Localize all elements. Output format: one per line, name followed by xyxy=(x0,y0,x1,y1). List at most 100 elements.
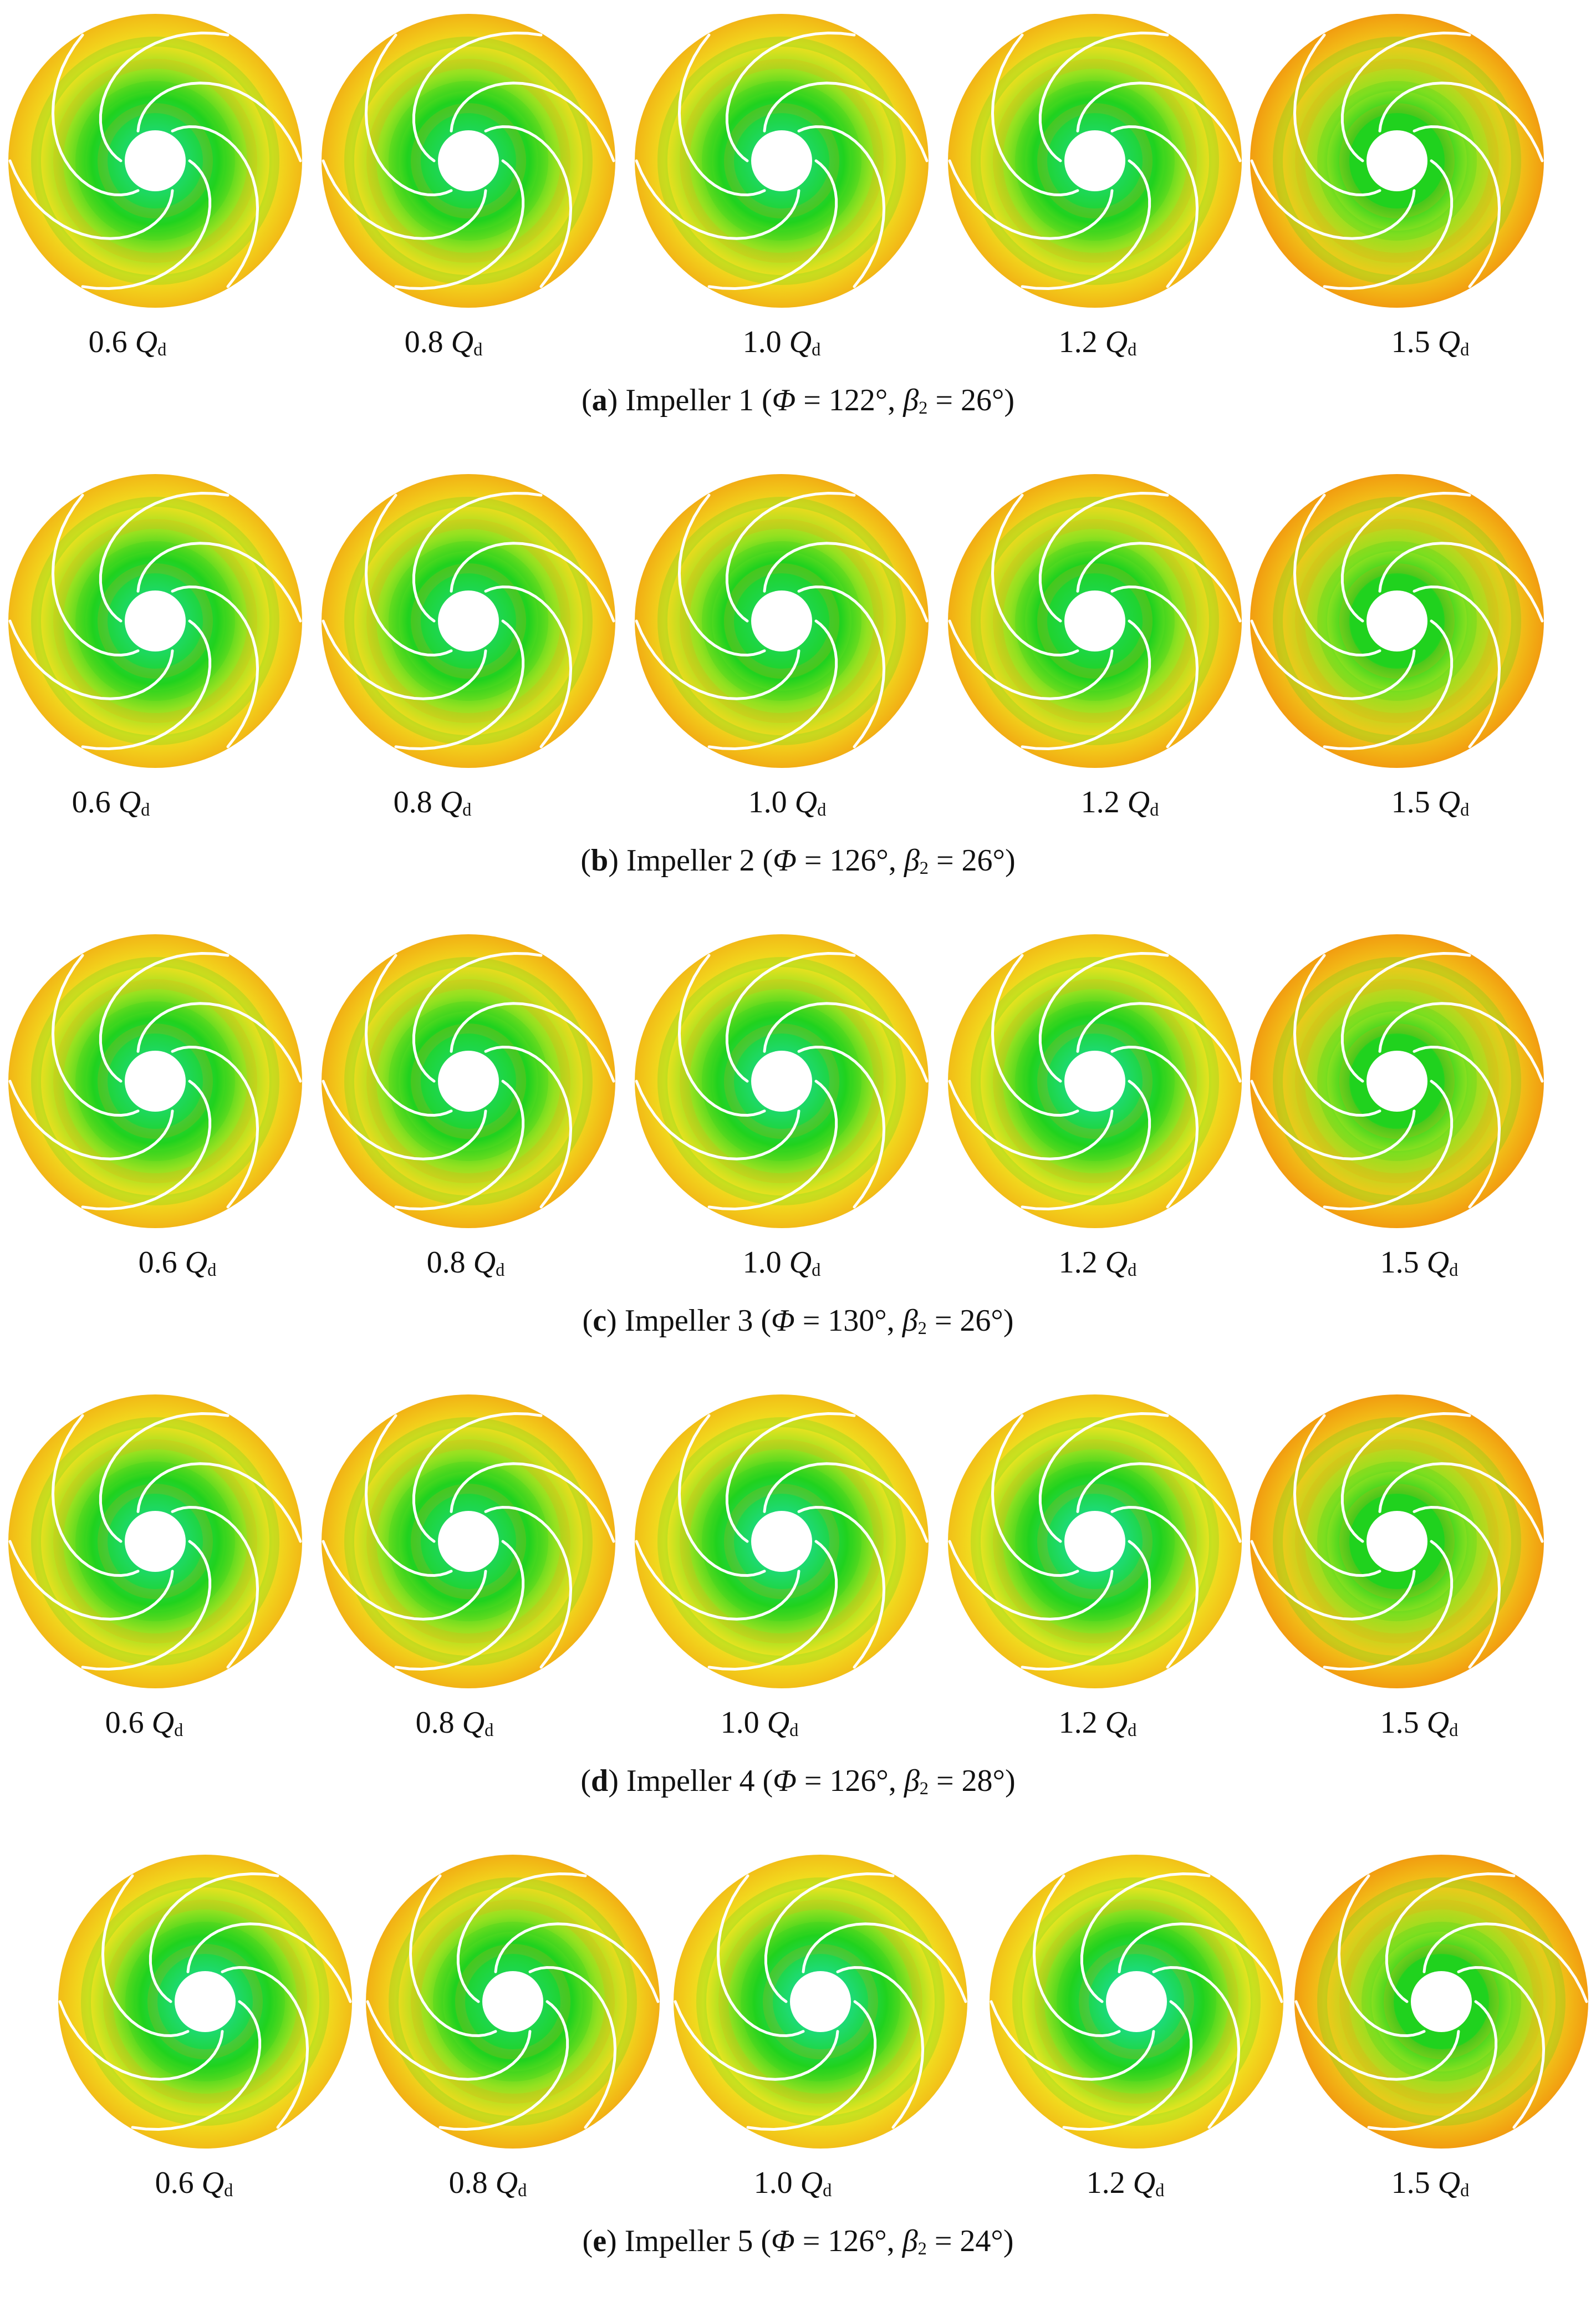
blade xyxy=(51,493,140,657)
blade xyxy=(412,491,543,623)
impeller-contour-image xyxy=(1247,1392,1547,1691)
contour-bands xyxy=(81,1877,329,2126)
flow-rate-label: 1.5 Qd xyxy=(1330,2165,1530,2201)
blade xyxy=(836,1966,925,2129)
blade xyxy=(1378,542,1544,623)
contour-bands xyxy=(344,1417,593,1666)
blade xyxy=(763,542,929,623)
flow-rate-label: 1.2 Qd xyxy=(1020,785,1220,820)
flow-rate-label: 1.2 Qd xyxy=(998,1245,1197,1280)
blade xyxy=(99,951,230,1083)
flow-rate-value: 0.8 xyxy=(404,325,443,359)
wrap-angle-value: 122° xyxy=(828,383,888,418)
contour-bands xyxy=(31,1417,279,1666)
flow-symbol: Q xyxy=(789,1245,812,1280)
blade xyxy=(991,954,1079,1117)
blade-group xyxy=(8,491,302,751)
contour-bands xyxy=(971,37,1219,285)
impeller-panel-e: 0.6 Qd 0.8 Qd 1.0 Qd 1.2 Qd 1.5 Qd (e) Impell… xyxy=(0,1841,1596,2301)
impeller-contour-image xyxy=(6,471,305,771)
blade xyxy=(1250,159,1416,240)
blade xyxy=(1038,1412,1169,1543)
outlet-angle-symbol: β xyxy=(904,1764,920,1798)
flow-rate-label: 0.6 Qd xyxy=(94,2165,294,2201)
blade xyxy=(707,1540,838,1671)
impeller-contour-image xyxy=(632,11,931,310)
flow-subscript: d xyxy=(496,1260,505,1280)
contour-bands xyxy=(971,957,1219,1205)
blade xyxy=(136,542,302,623)
blade-group xyxy=(1250,1412,1544,1671)
blade xyxy=(635,159,800,240)
flow-rate-value: 1.0 xyxy=(742,1245,782,1280)
blade-group xyxy=(1250,951,1544,1211)
wrap-angle-value: 126° xyxy=(829,1764,889,1798)
blade xyxy=(1021,159,1151,291)
blade xyxy=(797,1505,886,1669)
blade xyxy=(1340,1412,1471,1543)
panel-letter: e xyxy=(593,2224,607,2258)
flow-subscript: d xyxy=(157,339,167,360)
blade-group xyxy=(674,1872,967,2131)
blade xyxy=(1021,619,1151,751)
outlet-angle-symbol: β xyxy=(902,1304,918,1338)
impeller-name: Impeller 4 xyxy=(626,1764,755,1798)
blade-group xyxy=(1250,491,1544,751)
blade xyxy=(635,1540,800,1621)
flow-symbol: Q xyxy=(1133,2166,1156,2200)
blade xyxy=(51,954,140,1117)
blade xyxy=(635,1080,800,1160)
blade xyxy=(394,619,525,751)
flow-rate-value: 1.0 xyxy=(748,785,787,819)
blade xyxy=(746,2000,877,2131)
blade xyxy=(171,1045,259,1209)
hub-circle xyxy=(751,1511,812,1572)
blade xyxy=(136,82,302,162)
blade xyxy=(991,493,1079,657)
flow-rate-label: 0.6 Qd xyxy=(28,324,227,360)
flow-rate-value: 0.6 xyxy=(155,2166,194,2200)
blade xyxy=(991,1414,1079,1577)
blade xyxy=(8,619,174,700)
blade xyxy=(51,33,140,197)
impeller-contour-image xyxy=(987,1852,1286,2151)
blade xyxy=(1076,82,1242,162)
blade xyxy=(364,493,453,657)
blade xyxy=(99,1412,230,1543)
blade xyxy=(484,585,573,749)
hub-circle xyxy=(125,590,186,651)
impeller-name: Impeller 5 xyxy=(624,2224,753,2258)
blade xyxy=(990,2000,1155,2081)
blade xyxy=(1294,2000,1460,2081)
flow-rate-label: 0.6 Qd xyxy=(44,1705,244,1740)
blade xyxy=(1032,1874,1121,2038)
outlet-angle-symbol: β xyxy=(902,2224,918,2258)
blade xyxy=(1021,1540,1151,1671)
blade xyxy=(677,493,766,657)
flow-subscript: d xyxy=(462,800,472,820)
contour-bands xyxy=(31,37,279,285)
impeller-panel-d: 0.6 Qd 0.8 Qd 1.0 Qd 1.2 Qd 1.5 Qd (d) Impell… xyxy=(0,1381,1596,1841)
blade xyxy=(1062,2000,1193,2131)
flow-subscript: d xyxy=(1128,339,1137,360)
blade xyxy=(136,1462,302,1543)
blade xyxy=(81,159,212,291)
panel-letter: a xyxy=(592,383,608,418)
flow-rate-label: 0.6 Qd xyxy=(11,785,211,820)
flow-symbol: Q xyxy=(800,2166,823,2200)
blade xyxy=(1413,125,1501,288)
blade xyxy=(948,159,1114,240)
blade xyxy=(1250,1080,1416,1160)
outlet-angle-subscript: 2 xyxy=(919,398,928,418)
wrap-angle-symbol: Φ xyxy=(772,383,796,418)
flow-subscript: d xyxy=(1449,1260,1459,1280)
flow-symbol: Q xyxy=(1426,1245,1450,1280)
impeller-contour-image xyxy=(945,11,1245,310)
flow-rate-label: 0.8 Qd xyxy=(333,785,532,820)
blade xyxy=(1323,619,1454,751)
blade xyxy=(797,585,886,749)
outlet-angle-value: 28° xyxy=(961,1764,1005,1798)
flow-symbol: Q xyxy=(440,785,463,819)
blade xyxy=(8,1540,174,1621)
wrap-angle-symbol: Φ xyxy=(773,1764,797,1798)
